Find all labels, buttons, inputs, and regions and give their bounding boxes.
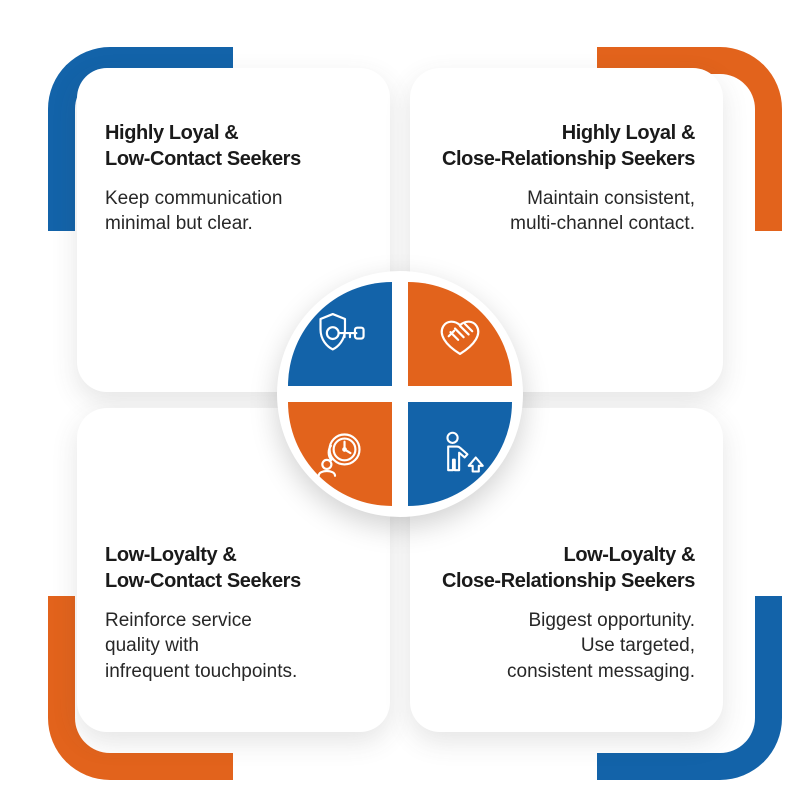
segment-low-loyalty-close-relationship: [408, 402, 512, 506]
segment-highly-loyal-low-contact: [288, 282, 392, 386]
card-body: Biggest opportunity. Use targeted, consi…: [507, 610, 695, 682]
card-body: Maintain consistent, multi-channel conta…: [510, 188, 695, 235]
person-clock-icon: [317, 433, 361, 477]
card-title: Highly Loyal & Close-Relationship Seeker…: [441, 122, 695, 170]
card-title: Highly Loyal & Low-Contact Seekers: [105, 122, 301, 170]
card-title: Low-Loyalty & Close-Relationship Seekers: [441, 544, 695, 592]
segment-highly-loyal-close-relationship: [408, 282, 512, 386]
person-growth-icon: [446, 431, 484, 473]
shield-key-icon: [319, 312, 365, 351]
segment-low-loyalty-low-contact: [288, 402, 392, 506]
center-circle: [277, 271, 523, 517]
center-quadrant-grid: [288, 282, 512, 506]
card-body: Reinforce service quality with infrequen…: [105, 610, 298, 682]
handshake-heart-icon: [440, 320, 480, 356]
card-title: Low-Loyalty & Low-Contact Seekers: [105, 544, 301, 592]
card-body: Keep communication minimal but clear.: [105, 188, 283, 235]
corner-bracket-bottom-right: [597, 596, 782, 780]
